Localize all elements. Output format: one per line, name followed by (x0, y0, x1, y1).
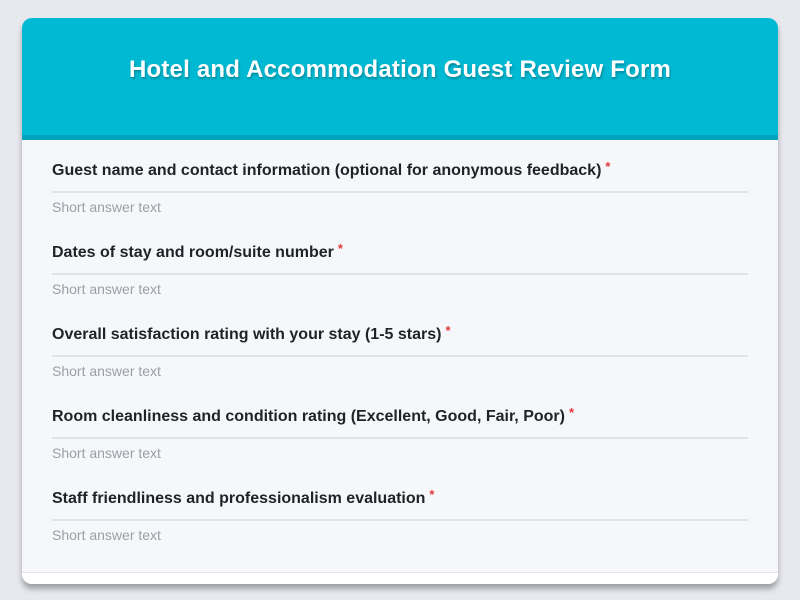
short-answer-placeholder: Short answer text (52, 281, 161, 297)
short-answer-placeholder: Short answer text (52, 445, 161, 461)
required-asterisk: * (337, 241, 343, 256)
short-answer-placeholder: Short answer text (52, 199, 161, 215)
short-answer-field[interactable]: Short answer text (52, 191, 748, 217)
question-label: Room cleanliness and condition rating (E… (52, 408, 565, 425)
question-room-cleanliness: Room cleanliness and condition rating (E… (52, 405, 748, 463)
required-asterisk: * (445, 323, 451, 338)
required-asterisk: * (605, 159, 611, 174)
question-label: Staff friendliness and professionalism e… (52, 490, 426, 507)
question-dates-of-stay: Dates of stay and room/suite number * Sho… (52, 241, 748, 299)
short-answer-field[interactable]: Short answer text (52, 437, 748, 463)
question-label: Guest name and contact information (opti… (52, 162, 602, 179)
form-card: Hotel and Accommodation Guest Review For… (22, 18, 778, 584)
questions-list: Guest name and contact information (opti… (22, 140, 778, 572)
short-answer-placeholder: Short answer text (52, 363, 161, 379)
short-answer-field[interactable]: Short answer text (52, 519, 748, 545)
question-overall-satisfaction: Overall satisfaction rating with your st… (52, 323, 748, 381)
short-answer-placeholder: Short answer text (52, 527, 161, 543)
question-guest-name: Guest name and contact information (opti… (52, 159, 748, 217)
form-footer: Google Forms Free Template (22, 572, 778, 584)
short-answer-field[interactable]: Short answer text (52, 355, 748, 381)
question-label: Overall satisfaction rating with your st… (52, 326, 442, 343)
form-title: Hotel and Accommodation Guest Review For… (128, 55, 672, 83)
required-asterisk: * (568, 405, 575, 420)
required-asterisk: * (429, 487, 435, 502)
question-label: Dates of stay and room/suite number (52, 244, 334, 261)
question-staff-friendliness: Staff friendliness and professionalism e… (52, 487, 748, 545)
short-answer-field[interactable]: Short answer text (52, 273, 748, 299)
form-header: Hotel and Accommodation Guest Review For… (22, 18, 778, 140)
